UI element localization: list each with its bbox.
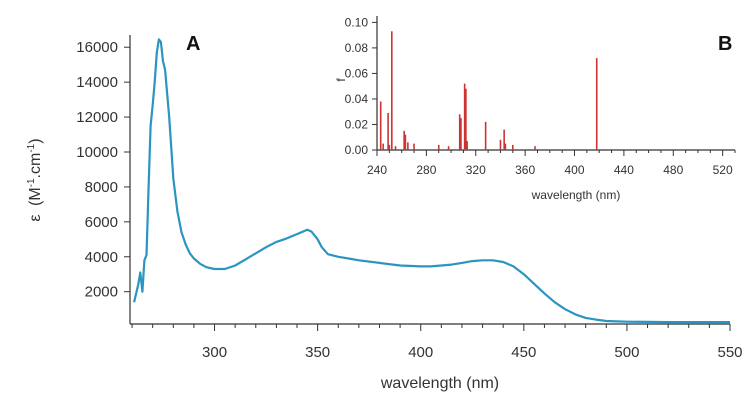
inset-x-tick-label: 520 <box>713 163 733 177</box>
main-x-tick-label: 450 <box>511 344 536 361</box>
inset-y-axis-label: f <box>334 78 348 82</box>
y-label-unit: (M <box>27 187 44 206</box>
main-y-tick-label: 14000 <box>76 74 118 91</box>
panel-label-b: B <box>718 33 732 55</box>
inset-x-tick-label: 480 <box>663 163 683 177</box>
main-y-tick-label: 4000 <box>85 249 118 266</box>
inset-y-tick-label: 0.04 <box>345 92 369 106</box>
main-y-axis-label: ε (M-1.cm-1) <box>26 138 44 221</box>
y-label-symbol: ε <box>27 214 44 221</box>
main-absorption-chart: 2000 4000 6000 8000 10000 12000 14000 16000 300… <box>26 33 743 392</box>
main-x-tick-label: 300 <box>202 344 227 361</box>
inset-y-tick-label: 0.08 <box>345 41 369 55</box>
inset-x-tick-label: 440 <box>614 163 634 177</box>
main-y-tick-label: 6000 <box>85 214 118 231</box>
main-y-ticks: 2000 4000 6000 8000 10000 12000 14000 16000 <box>76 39 130 301</box>
inset-bars <box>379 31 598 150</box>
inset-x-tick-label: 280 <box>416 163 436 177</box>
main-x-tick-label: 550 <box>717 344 742 361</box>
main-y-tick-label: 10000 <box>76 144 118 161</box>
inset-y-tick-label: 0.02 <box>345 117 369 131</box>
inset-y-tick-label: 0.10 <box>345 15 369 29</box>
main-x-tick-label: 400 <box>408 344 433 361</box>
inset-x-minor-ticks <box>388 150 736 153</box>
inset-y-tick-label: 0.06 <box>345 66 369 80</box>
inset-x-tick-label: 320 <box>466 163 486 177</box>
panel-label-a: A <box>186 33 200 55</box>
main-x-axis-label: wavelength (nm) <box>380 375 499 392</box>
main-y-tick-label: 8000 <box>85 179 118 196</box>
y-label-end: ) <box>27 138 44 143</box>
main-x-minor-ticks <box>131 324 710 328</box>
inset-x-tick-label: 240 <box>367 163 387 177</box>
y-label-sup1: -1 <box>26 178 37 187</box>
inset-x-ticks: 240 280 320 360 400 440 480 520 <box>367 150 733 177</box>
y-label-sup2: -1 <box>26 143 37 152</box>
inset-y-ticks: 0.00 0.02 0.04 0.06 0.08 0.10 <box>345 15 377 157</box>
main-y-tick-label: 16000 <box>76 39 118 56</box>
inset-x-axis-label: wavelength (nm) <box>531 188 621 202</box>
main-y-tick-label: 2000 <box>85 284 118 301</box>
inset-y-tick-label: 0.00 <box>345 143 369 157</box>
main-y-tick-label: 12000 <box>76 109 118 126</box>
inset-x-tick-label: 360 <box>515 163 535 177</box>
oscillator-strength-inset: 0.00 0.02 0.04 0.06 0.08 0.10 240 280 320 360 400… <box>334 14 740 202</box>
inset-x-tick-label: 400 <box>565 163 585 177</box>
main-x-tick-label: 500 <box>614 344 639 361</box>
main-x-ticks: 300 350 400 450 500 550 <box>202 324 743 361</box>
main-x-tick-label: 350 <box>305 344 330 361</box>
absorption-series-line <box>133 38 730 324</box>
inset-background <box>377 14 740 156</box>
y-label-mid: .cm <box>27 153 44 179</box>
